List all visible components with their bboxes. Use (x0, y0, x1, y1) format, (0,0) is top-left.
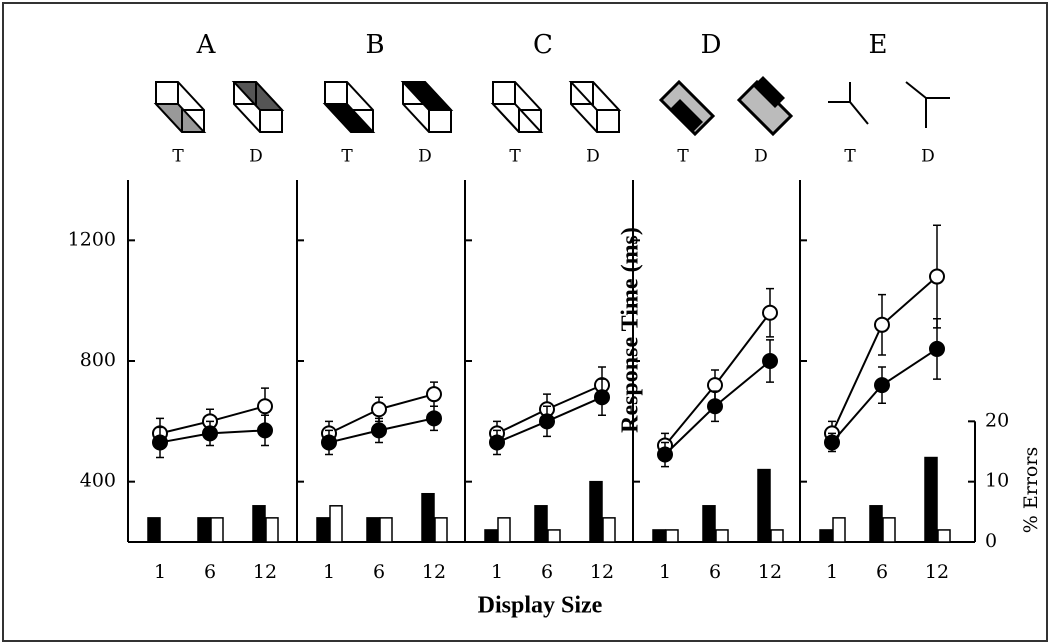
panel-title: D (701, 30, 722, 60)
error-bar (485, 530, 497, 542)
error-bar (367, 518, 379, 542)
error-bar (211, 518, 223, 542)
icon-label: D (754, 147, 768, 167)
error-bar (266, 518, 278, 542)
x-tick-label: 1 (323, 561, 335, 583)
rt-marker (540, 414, 554, 428)
rt-marker (595, 390, 609, 404)
rt-marker (427, 411, 441, 425)
x-tick-label: 6 (204, 561, 216, 583)
error-bar (330, 506, 342, 542)
error-bar (317, 518, 329, 542)
rt-marker (825, 435, 839, 449)
x-tick-label: 1 (659, 561, 671, 583)
x-tick-label: 12 (253, 561, 277, 583)
rt-marker (372, 423, 386, 437)
error-bar (548, 530, 560, 542)
panel-title: A (196, 30, 217, 60)
error-bar (870, 506, 882, 542)
y-axis-label: Response Time (ms) (618, 227, 644, 433)
panel-title: B (365, 30, 384, 60)
x-tick-label: 6 (373, 561, 385, 583)
rt-marker (490, 435, 504, 449)
rt-marker (930, 342, 944, 356)
y2-axis-label: % Errors (1020, 447, 1042, 533)
error-bar (716, 530, 728, 542)
page: Display Size Response Time (ms) % Errors… (0, 0, 1050, 644)
error-bar (703, 506, 715, 542)
x-tick-label: 12 (758, 561, 782, 583)
y2-tick-label: 10 (985, 470, 1009, 492)
error-bar (422, 494, 434, 542)
rt-marker (763, 354, 777, 368)
x-tick-label: 6 (709, 561, 721, 583)
x-tick-label: 6 (876, 561, 888, 583)
x-axis-label: Display Size (478, 593, 603, 619)
icon-label: T (509, 147, 521, 167)
rt-marker (875, 318, 889, 332)
panel-title: C (533, 30, 553, 60)
y-tick-label: 800 (80, 349, 116, 371)
rt-marker (875, 378, 889, 392)
x-tick-label: 6 (541, 561, 553, 583)
chart: Display Size Response Time (ms) % Errors… (0, 0, 1050, 644)
error-bar (198, 518, 210, 542)
error-bar (535, 506, 547, 542)
error-bar (590, 482, 602, 542)
x-tick-label: 12 (925, 561, 949, 583)
error-bar (883, 518, 895, 542)
x-tick-label: 1 (826, 561, 838, 583)
rt-marker (372, 402, 386, 416)
y-tick-label: 400 (80, 470, 116, 492)
rt-marker (427, 387, 441, 401)
error-bar (925, 458, 937, 542)
rt-marker (322, 435, 336, 449)
error-bar (148, 518, 160, 542)
error-bar (938, 530, 950, 542)
x-tick-label: 1 (154, 561, 166, 583)
rt-marker (258, 399, 272, 413)
rt-marker (930, 270, 944, 284)
rt-marker (708, 399, 722, 413)
icon-label: D (418, 147, 432, 167)
rt-marker (203, 426, 217, 440)
rt-marker (258, 423, 272, 437)
rt-marker (658, 448, 672, 462)
x-tick-label: 1 (491, 561, 503, 583)
icon-label: D (921, 147, 935, 167)
icon-label: T (844, 147, 856, 167)
error-bar (253, 506, 265, 542)
y2-tick-label: 20 (985, 409, 1009, 431)
error-bar (498, 518, 510, 542)
icon-label: T (341, 147, 353, 167)
icon-label: T (677, 147, 689, 167)
icon-label: D (586, 147, 600, 167)
panel-title: E (869, 30, 888, 60)
icon-label: T (172, 147, 184, 167)
rt-marker (153, 435, 167, 449)
icon-label: D (249, 147, 263, 167)
y-tick-label: 1200 (68, 228, 116, 250)
rt-marker (763, 306, 777, 320)
error-bar (653, 530, 665, 542)
error-bar (666, 530, 678, 542)
x-tick-label: 12 (590, 561, 614, 583)
error-bar (380, 518, 392, 542)
x-tick-label: 12 (422, 561, 446, 583)
error-bar (771, 530, 783, 542)
y2-tick-label: 0 (985, 530, 997, 552)
rt-marker (708, 378, 722, 392)
error-bar (603, 518, 615, 542)
error-bar (758, 470, 770, 542)
error-bar (435, 518, 447, 542)
error-bar (833, 518, 845, 542)
error-bar (820, 530, 832, 542)
